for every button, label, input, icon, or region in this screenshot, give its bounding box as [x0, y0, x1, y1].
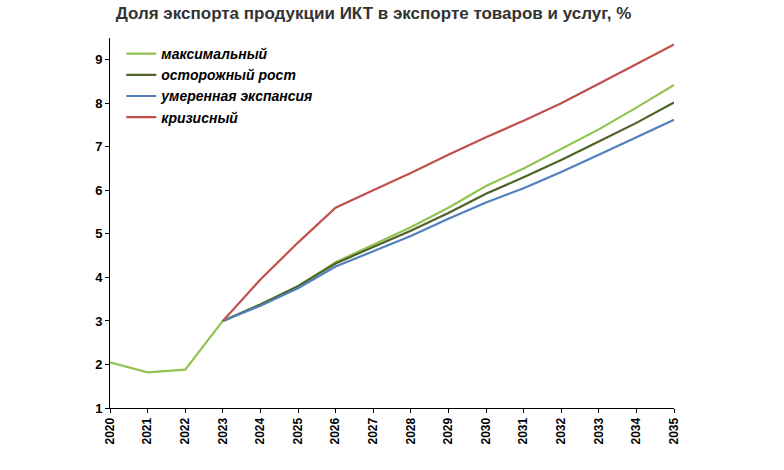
svg-text:1: 1 — [95, 401, 102, 416]
svg-text:2020: 2020 — [103, 417, 117, 444]
svg-text:8: 8 — [95, 96, 102, 111]
svg-text:2: 2 — [95, 357, 102, 372]
svg-text:умеренная экспансия: умеренная экспансия — [160, 88, 312, 104]
svg-text:2022: 2022 — [178, 417, 192, 444]
svg-text:6: 6 — [95, 183, 102, 198]
svg-text:Доля экспорта продукции ИКТ в: Доля экспорта продукции ИКТ в экспорте т… — [116, 4, 632, 23]
svg-text:9: 9 — [95, 52, 102, 67]
svg-text:осторожный рост: осторожный рост — [161, 67, 296, 83]
svg-text:2030: 2030 — [479, 417, 493, 444]
svg-text:2034: 2034 — [629, 417, 643, 444]
svg-text:7: 7 — [95, 139, 102, 154]
svg-text:2025: 2025 — [291, 417, 305, 444]
svg-text:2031: 2031 — [517, 417, 531, 444]
svg-text:2027: 2027 — [366, 417, 380, 444]
svg-text:2024: 2024 — [253, 417, 267, 444]
svg-text:2023: 2023 — [216, 417, 230, 444]
svg-text:максимальный: максимальный — [161, 46, 267, 62]
svg-text:3: 3 — [95, 313, 102, 328]
svg-text:2033: 2033 — [592, 417, 606, 444]
svg-text:2021: 2021 — [141, 417, 155, 444]
svg-text:4: 4 — [95, 270, 103, 285]
svg-text:2032: 2032 — [554, 417, 568, 444]
svg-text:2029: 2029 — [441, 417, 455, 444]
svg-text:2026: 2026 — [329, 417, 343, 444]
svg-text:2035: 2035 — [667, 417, 681, 444]
svg-text:кризисный: кризисный — [161, 110, 238, 126]
svg-text:2028: 2028 — [404, 417, 418, 444]
svg-text:5: 5 — [95, 226, 102, 241]
